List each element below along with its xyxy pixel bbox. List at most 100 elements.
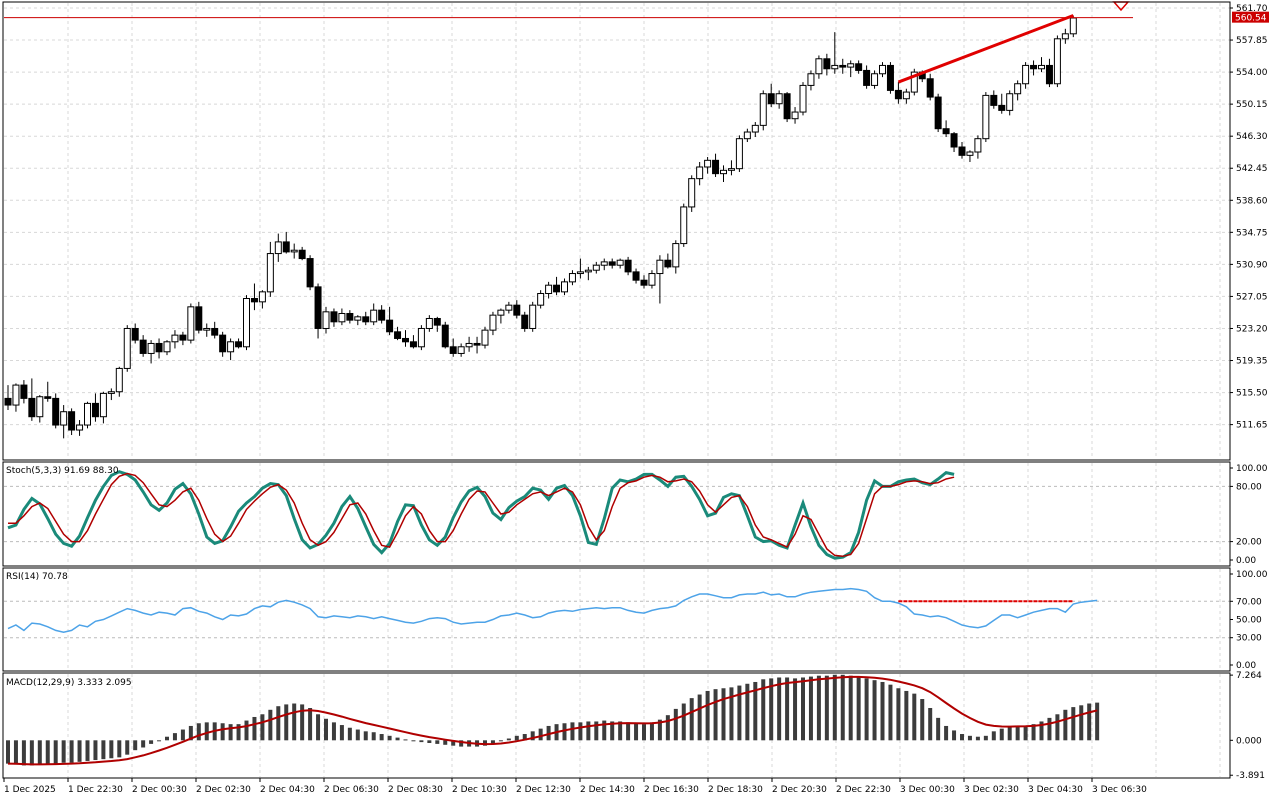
bear-candle <box>767 93 775 105</box>
x-axis-label: 2 Dec 00:30 <box>132 785 187 795</box>
bull-candle <box>815 58 823 75</box>
bull-candle <box>274 241 282 255</box>
bear-candle <box>44 396 52 399</box>
bull-candle <box>147 342 155 354</box>
bear-candle <box>139 339 147 354</box>
bull-candle <box>902 91 910 100</box>
macd-histogram-bar <box>657 719 662 741</box>
bull-candle <box>743 131 751 140</box>
bull-candle <box>799 84 807 113</box>
bull-candle <box>505 304 513 311</box>
bull-candle <box>545 284 553 295</box>
bear-candle <box>640 279 648 286</box>
price-tick-label: 550.15 <box>1236 100 1268 110</box>
bear-candle <box>195 306 203 331</box>
macd-histogram-bar <box>1079 705 1084 741</box>
bull-candle <box>982 94 990 140</box>
bull-candle <box>497 309 505 316</box>
price-panel[interactable] <box>4 1 1133 439</box>
bull-candle <box>1038 64 1045 70</box>
macd-histogram-bar <box>244 720 249 741</box>
bear-candle <box>68 411 76 431</box>
macd-histogram-bar <box>514 735 519 741</box>
macd-histogram-bar <box>316 714 321 741</box>
macd-histogram-bar <box>864 678 869 741</box>
macd-signal-line <box>7 675 1098 766</box>
stochastic-panel[interactable]: Stoch(5,3,3) 91.69 88.30 <box>4 466 1230 560</box>
x-axis-label: 2 Dec 12:30 <box>516 785 571 795</box>
price-tick-label: 530.90 <box>1236 260 1268 270</box>
macd-histogram-bar <box>1007 726 1012 741</box>
macd-histogram-bar <box>1055 714 1060 741</box>
bull-candle <box>696 166 704 180</box>
bull-candle <box>974 138 982 153</box>
bear-candle <box>91 402 99 418</box>
rsi-tick-label: 100.00 <box>1236 570 1268 580</box>
bear-candle <box>314 286 322 329</box>
bear-candle <box>624 259 632 273</box>
bear-candle <box>394 331 402 339</box>
panel-border-stoch <box>2 461 1231 567</box>
bull-candle <box>751 124 759 133</box>
bear-candle <box>441 324 449 348</box>
bull-candle <box>203 327 211 331</box>
price-tick-label: 557.85 <box>1236 36 1268 46</box>
bull-candle <box>123 327 131 369</box>
x-axis-label: 3 Dec 06:30 <box>1092 785 1147 795</box>
macd-histogram-bar <box>300 704 305 741</box>
rsi-panel[interactable]: RSI(14) 70.78 <box>4 572 1230 639</box>
macd-histogram-bar <box>498 740 503 742</box>
macd-histogram-bar <box>824 675 829 741</box>
macd-tick-label: -3.891 <box>1236 771 1265 781</box>
bear-candle <box>886 64 894 91</box>
bull-candle <box>1061 33 1069 40</box>
macd-histogram-bar <box>443 740 448 745</box>
price-tick-label: 538.60 <box>1236 196 1268 206</box>
macd-histogram-bar <box>419 740 424 743</box>
macd-histogram-bar <box>793 678 798 741</box>
price-tick-label: 511.65 <box>1236 421 1268 431</box>
macd-histogram-bar <box>586 721 591 741</box>
bear-candle <box>664 259 672 268</box>
bull-candle <box>704 159 712 168</box>
bull-candle <box>759 93 767 126</box>
bull-candle <box>775 93 783 105</box>
bear-candle <box>179 334 187 341</box>
macd-histogram-bar <box>944 725 949 741</box>
x-axis-label: 2 Dec 08:30 <box>388 785 443 795</box>
macd-histogram-bar <box>403 739 408 741</box>
bull-candle <box>12 384 20 406</box>
macd-histogram-bar <box>324 718 328 741</box>
macd-histogram-bar <box>459 740 464 747</box>
macd-histogram-bar <box>912 693 917 741</box>
macd-histogram-bar <box>6 740 10 764</box>
bear-candle <box>942 128 950 135</box>
macd-histogram-bar <box>896 688 901 741</box>
macd-histogram-bar <box>395 737 400 741</box>
macd-histogram-bar <box>626 722 631 741</box>
bull-candle <box>84 402 91 426</box>
bear-candle <box>28 397 36 418</box>
macd-histogram-bar <box>69 740 74 763</box>
price-tick-label: 519.35 <box>1236 357 1268 367</box>
bear-candle <box>330 311 338 323</box>
bear-candle <box>926 78 934 98</box>
bull-candle <box>688 178 696 208</box>
bear-candle <box>346 312 354 321</box>
bear-candle <box>282 241 290 253</box>
rsi-tick-label: 70.00 <box>1236 597 1262 607</box>
bear-candle <box>362 316 370 323</box>
bull-candle <box>425 317 433 329</box>
macd-histogram-bar <box>101 740 106 760</box>
bull-candle <box>576 271 584 275</box>
bull-candle <box>529 304 537 329</box>
macd-panel[interactable]: MACD(12,29,9) 3.333 2.095 <box>6 674 1100 766</box>
price-tick-label: 546.30 <box>1236 132 1268 142</box>
bear-candle <box>521 314 529 329</box>
x-axis-label: 2 Dec 14:30 <box>580 785 635 795</box>
bear-candle <box>934 96 942 130</box>
macd-histogram-bar <box>1031 724 1036 741</box>
macd-histogram-bar <box>451 740 456 746</box>
macd-histogram-bar <box>1023 725 1028 741</box>
